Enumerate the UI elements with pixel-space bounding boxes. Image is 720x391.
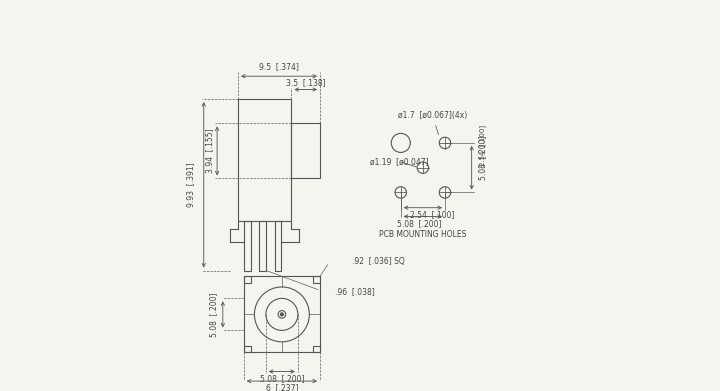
Bar <box>313 276 320 283</box>
Text: ø1.7  [ø0.067](4x): ø1.7 [ø0.067](4x) <box>398 111 467 135</box>
Text: 6  [.237]: 6 [.237] <box>266 384 298 391</box>
Text: 9.93  [.391]: 9.93 [.391] <box>186 163 195 207</box>
Bar <box>244 346 251 353</box>
Text: PCB MOUNTING HOLES: PCB MOUNTING HOLES <box>379 230 467 239</box>
Text: 3.5  [.138]: 3.5 [.138] <box>286 78 325 87</box>
Text: 5.08  [.200]: 5.08 [.200] <box>397 219 441 228</box>
Bar <box>259 221 266 271</box>
Text: ø1.19  [ø0.047]: ø1.19 [ø0.047] <box>369 157 428 167</box>
Bar <box>244 276 320 353</box>
Text: .92  [.036] SQ: .92 [.036] SQ <box>352 256 405 265</box>
Text: 2.54  [.100]: 2.54 [.100] <box>410 210 454 219</box>
Text: 5.08  [.200]: 5.08 [.200] <box>260 374 304 383</box>
Bar <box>244 221 251 271</box>
Text: 5.08  [.200]: 5.08 [.200] <box>209 292 217 337</box>
Text: 9.5  [.374]: 9.5 [.374] <box>259 62 299 71</box>
Bar <box>244 276 251 283</box>
Bar <box>313 346 320 353</box>
Bar <box>274 221 282 271</box>
Bar <box>292 124 320 178</box>
Bar <box>238 99 292 221</box>
Circle shape <box>280 313 284 316</box>
Text: .96  [.038]: .96 [.038] <box>336 287 375 296</box>
Text: 5.08  [.200]: 5.08 [.200] <box>479 136 487 180</box>
Text: 2.54  [.100]: 2.54 [.100] <box>480 125 487 166</box>
Text: 3.94  [.155]: 3.94 [.155] <box>205 129 214 173</box>
